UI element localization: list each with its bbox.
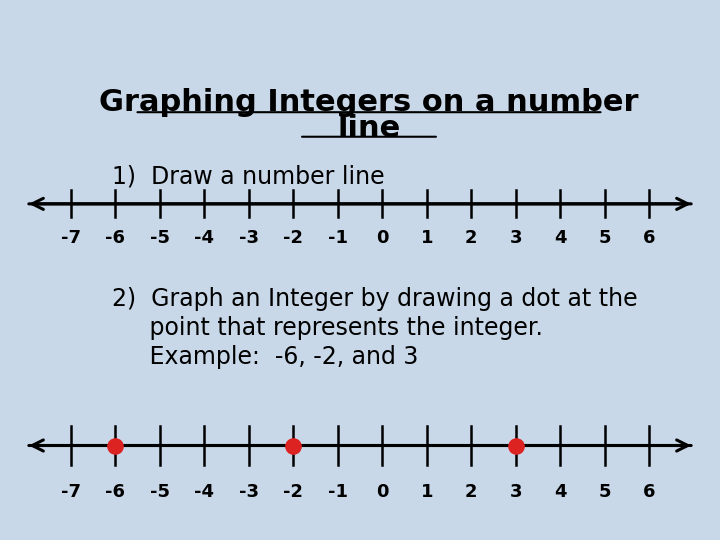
Text: 6: 6 [643, 483, 656, 501]
Text: 4: 4 [554, 483, 567, 501]
Text: Graphing Integers on a number: Graphing Integers on a number [99, 87, 639, 117]
Text: 1: 1 [420, 230, 433, 247]
Text: line: line [338, 114, 400, 143]
Text: 0: 0 [376, 230, 389, 247]
Text: 2: 2 [465, 230, 477, 247]
Text: 6: 6 [643, 230, 656, 247]
Text: Example:  -6, -2, and 3: Example: -6, -2, and 3 [112, 346, 419, 369]
Text: 1)  Draw a number line: 1) Draw a number line [112, 165, 385, 188]
Text: -2: -2 [283, 483, 303, 501]
Text: 5: 5 [598, 230, 611, 247]
Text: -3: -3 [239, 483, 258, 501]
Text: -7: -7 [60, 483, 81, 501]
Text: -1: -1 [328, 230, 348, 247]
Text: -5: -5 [150, 483, 170, 501]
Text: -3: -3 [239, 230, 258, 247]
Text: -4: -4 [194, 483, 214, 501]
Text: -2: -2 [283, 230, 303, 247]
Text: 2: 2 [465, 483, 477, 501]
Text: -6: -6 [105, 483, 125, 501]
Text: -4: -4 [194, 230, 214, 247]
Text: -1: -1 [328, 483, 348, 501]
Text: 4: 4 [554, 230, 567, 247]
Text: 3: 3 [510, 483, 522, 501]
Text: -6: -6 [105, 230, 125, 247]
Text: 3: 3 [510, 230, 522, 247]
Text: 0: 0 [376, 483, 389, 501]
Text: 1: 1 [420, 483, 433, 501]
Text: -5: -5 [150, 230, 170, 247]
Text: 5: 5 [598, 483, 611, 501]
Text: -7: -7 [60, 230, 81, 247]
Text: point that represents the integer.: point that represents the integer. [112, 316, 543, 340]
Text: 2)  Graph an Integer by drawing a dot at the: 2) Graph an Integer by drawing a dot at … [112, 287, 638, 311]
